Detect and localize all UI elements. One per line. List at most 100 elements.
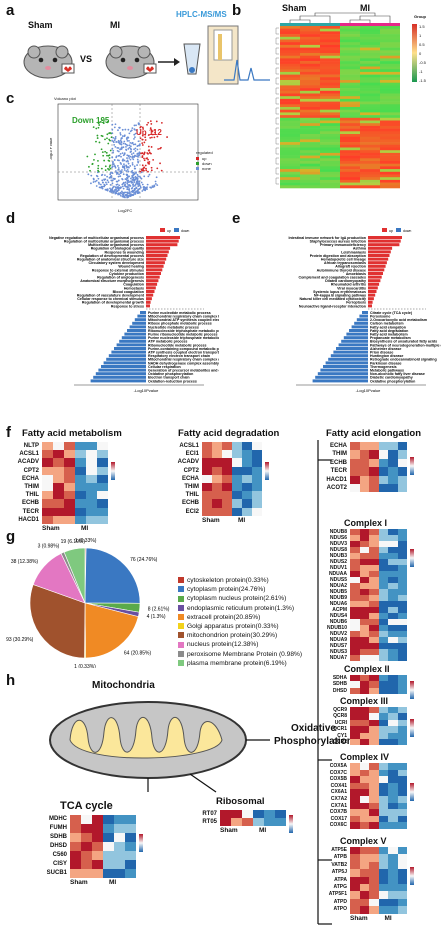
heatmap-cell: [397, 782, 407, 790]
heatmap-cell: [378, 707, 388, 714]
mini-color-legend: [410, 866, 414, 885]
term-up: Viral myocarditis: [337, 286, 366, 290]
heatmap-cell: [388, 559, 398, 565]
heatmap-cell: [378, 898, 388, 907]
gene-label: NDUV3: [330, 541, 347, 547]
gene-label: THIM: [332, 451, 347, 458]
heatmap-cell: [97, 491, 108, 500]
heatmap-cell: [388, 854, 398, 862]
term-up: Coagulation: [123, 283, 144, 287]
heatmap-cell: [378, 541, 388, 547]
heatmap-cell: [97, 442, 108, 451]
heatmap-cell: [252, 491, 262, 500]
heatmap-cell: [378, 719, 388, 727]
gene-label: HACD1: [326, 476, 347, 483]
heatmap-cell: [378, 815, 388, 823]
heatmap-cell: [388, 876, 398, 884]
panel-label-h: h: [6, 672, 16, 689]
gene-label: DHSD: [332, 687, 347, 694]
bar-down: [320, 368, 368, 372]
gene-label: C560: [52, 852, 67, 858]
heatmap-cell: [350, 475, 360, 484]
term-up: Rheumatoid arthritis: [331, 283, 366, 287]
heatmap-cell: [397, 565, 407, 571]
gene-label: ECI1: [185, 451, 199, 458]
bar-up: [368, 282, 380, 286]
heatmap-cell: [202, 474, 212, 483]
heatmap-cell: [64, 474, 75, 483]
heatmap-cell: [359, 796, 369, 803]
heatmap-cell: [388, 713, 398, 720]
heatmap-cell: [212, 491, 222, 500]
heatmap-cell: [264, 818, 275, 826]
term-down: Purine ribonucleotide metabolic process: [148, 333, 218, 337]
heatmap-cell: [359, 631, 369, 637]
heatmap-cell: [242, 466, 252, 475]
panel-label-a: a: [6, 2, 15, 19]
bar-up: [146, 236, 180, 239]
complex-iv-title: Complex IV: [340, 752, 390, 762]
heatmap-cell: [202, 442, 212, 451]
heatmap-cell: [125, 842, 136, 851]
complex-i-title: Complex I: [344, 518, 388, 528]
term-down: Citrate cycle (TCA cycle): [370, 311, 413, 315]
heatmap-cell: [388, 583, 398, 589]
term-down: Alzheimer disease: [370, 347, 401, 351]
gene-label: CY1: [337, 732, 347, 739]
bar-up: [146, 279, 159, 283]
term-up: Protein digestion and absorption: [310, 254, 366, 258]
pie-slice: [63, 547, 86, 604]
term-down: Parkinson disease: [370, 361, 402, 365]
heatmap-cell: [86, 442, 97, 451]
heatmap-cell: [97, 515, 108, 524]
heatmap-cell: [369, 815, 379, 823]
bar-down: [119, 339, 146, 343]
heatmap-cell: [53, 450, 64, 459]
pie-legend-item: endoplasmic reticulum protein(1.3%): [178, 604, 302, 613]
heatmap-cell: [397, 655, 407, 661]
heatmap-cell: [397, 458, 407, 468]
bar-down: [359, 314, 368, 318]
heatmap-cell: [397, 876, 407, 884]
heatmap-cell: [378, 809, 388, 816]
heatmap-cell: [42, 499, 53, 508]
heatmap-cell: [212, 458, 222, 467]
heatmap-cell: [114, 842, 125, 851]
gene-label: NDUA9: [329, 637, 347, 643]
bar-down: [90, 379, 146, 383]
term-down: Mitochondrial ATP synthesis coupled elec…: [148, 318, 219, 322]
heatmap-cell: [388, 589, 398, 595]
bar-up: [146, 282, 158, 286]
heatmap-cell: [75, 474, 86, 483]
group-bar-sham: [280, 23, 340, 26]
heatmap-cell: [350, 763, 360, 770]
gene-label: NDUV2: [330, 631, 347, 637]
gene-label: THIM: [184, 484, 199, 490]
heatmap-cell: [350, 802, 360, 810]
gene-label: NDUS4: [330, 613, 347, 619]
heatmap-cell: [378, 822, 388, 829]
pie-legend: cytoskeleton protein(0.33%) cytoplasm pro…: [178, 576, 302, 668]
bar-up: [146, 264, 164, 268]
heatmap-b: [275, 12, 400, 189]
heatmap-cell: [369, 577, 379, 583]
heatmap-cell: [350, 809, 360, 816]
gene-label: NDUS7: [330, 643, 347, 649]
gene-label: TECR: [22, 508, 39, 515]
bar-up: [368, 261, 387, 265]
heatmap-cell: [125, 815, 136, 824]
term-up: Multicellular organismal process: [88, 243, 144, 247]
bar-down: [106, 357, 146, 361]
gene-label: ATPO: [333, 906, 347, 913]
bar-up: [146, 286, 156, 290]
heatmap-cell: [253, 818, 264, 826]
heatmap-cell: [222, 466, 232, 475]
scale-tick: -1.5: [419, 78, 426, 83]
heatmap-cell: [397, 625, 407, 631]
legend-down: down: [403, 229, 411, 233]
term-down: Ribonucleoside triphosphate metabolic pr…: [148, 329, 219, 333]
heatmap-cell: [359, 769, 369, 777]
bar-down: [312, 379, 368, 383]
heatmap-cell: [359, 637, 369, 643]
heatmap-cell: [369, 732, 379, 739]
